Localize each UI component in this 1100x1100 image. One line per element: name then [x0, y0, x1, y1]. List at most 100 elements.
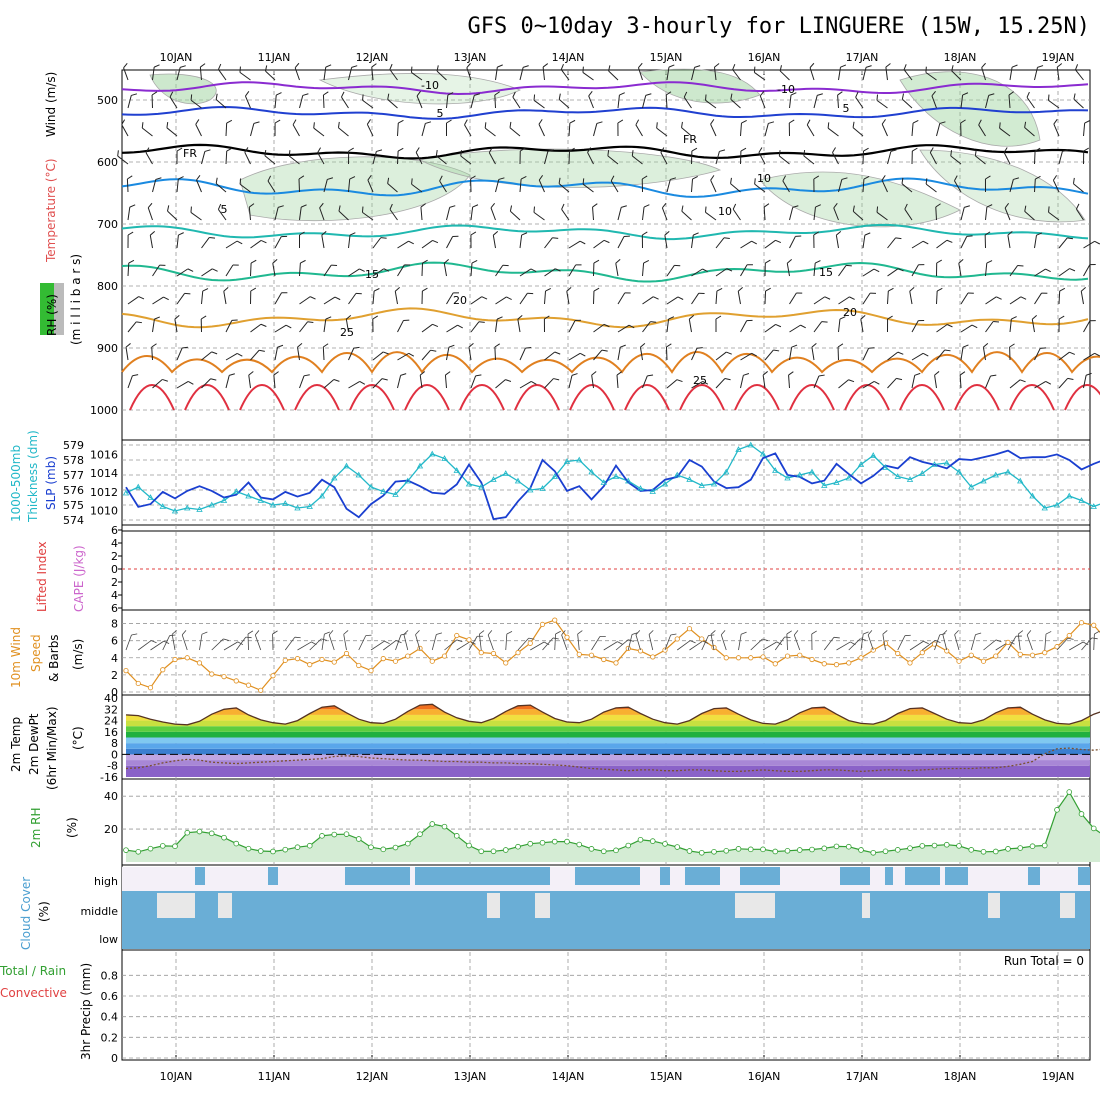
wind-barb-shaft: [568, 264, 577, 277]
wind-barb: [397, 264, 411, 277]
wind-barb: [127, 231, 134, 249]
wind-barb-flag: [818, 374, 825, 377]
isotherm-label: 15: [365, 268, 379, 281]
wind-barb: [195, 119, 202, 137]
wind-barb-flag: [554, 351, 561, 355]
ylabel-10m-wind: 10m Wind: [9, 627, 23, 688]
wind-barb-flag: [990, 374, 997, 377]
wind-barb-flag: [317, 147, 321, 153]
temp-tick: -8: [107, 760, 118, 773]
isotherm-label: 25: [340, 326, 354, 339]
wind-barb-shaft: [215, 183, 227, 193]
rh2m-point: [147, 845, 154, 852]
wind10m-barb-shaft: [1093, 633, 1095, 651]
wind-barb: [1075, 64, 1084, 81]
rh2m-point: [992, 848, 999, 855]
wind-barb-shaft: [978, 124, 986, 137]
wind-barb: [637, 62, 643, 81]
wind-barb: [264, 149, 276, 165]
wind-barb-flag: [962, 92, 969, 96]
wind-barb-shaft: [887, 378, 897, 389]
thickness-point: [502, 470, 509, 476]
wind-barb: [981, 62, 986, 81]
wind10m-barb-shaft: [309, 638, 322, 651]
wind-barb: [1058, 351, 1075, 361]
wind-barb-flag: [215, 93, 218, 100]
wind-barb: [710, 119, 717, 137]
rh2m-point: [1054, 807, 1060, 813]
wind-barb: [1056, 63, 1063, 81]
wind10m-barb: [1017, 630, 1024, 651]
wind-barb-flag: [558, 93, 561, 100]
wind-barb: [239, 66, 251, 81]
wind-barb-shaft: [1058, 268, 1070, 277]
wind-barb: [538, 175, 545, 193]
wind-barb: [960, 324, 978, 333]
wind-barb-shaft: [615, 263, 619, 277]
wind-barb: [470, 321, 485, 333]
wind-barb-shaft: [1009, 319, 1012, 333]
wind10m-barb-shaft: [922, 640, 936, 651]
ylabel-minmax: (6hr Min/Max): [45, 707, 59, 791]
wind-barb-flag: [244, 147, 249, 153]
wind10m-barb-flag: [543, 641, 550, 646]
wind-barb: [936, 287, 943, 305]
wind-barb-shaft: [199, 67, 202, 81]
wind10m-barb: [1007, 635, 1022, 651]
wind-barb-shaft: [225, 240, 238, 249]
wind10m-point: [748, 655, 754, 661]
wind-barb: [519, 176, 527, 193]
wind-barb-shaft: [299, 321, 308, 333]
wind-barb-shaft: [789, 236, 796, 249]
wind10m-barb-shaft: [664, 634, 672, 651]
wind-barb-shaft: [582, 183, 594, 193]
wind-barb-shaft: [813, 321, 823, 333]
wind-barb-flag: [492, 231, 499, 236]
wind-barb-shaft: [274, 347, 278, 361]
wind10m-barb: [897, 634, 911, 651]
temp-band: [126, 714, 1090, 721]
wind10m-barb-flag: [648, 630, 654, 635]
wind-barb: [319, 202, 325, 221]
wind-barb: [862, 232, 871, 249]
wind10m-point: [282, 657, 288, 663]
wind-barb-flag: [887, 315, 893, 320]
wind-barb-flag: [163, 296, 169, 301]
wind10m-barb-flag: [555, 630, 561, 635]
wind-barb: [984, 175, 991, 193]
wind-barb-flag: [253, 121, 260, 124]
wind-barb-shaft: [789, 324, 801, 333]
wind-barb: [416, 91, 423, 109]
bottom-day-label: 19JAN: [1042, 1070, 1075, 1083]
wind-barb-shaft: [1083, 240, 1095, 249]
wind-barb-shaft: [740, 240, 752, 249]
wind-barb-flag: [155, 177, 162, 180]
wind-barb-flag: [751, 240, 757, 245]
wind-barb-shaft: [617, 324, 630, 333]
wind-barb-flag: [123, 62, 128, 69]
wind10m-barb-shaft: [125, 634, 132, 651]
wind-barb: [887, 377, 903, 389]
upper-ylabels: RH (%) Temperature (°C) Wind (m/s) (m i …: [40, 72, 83, 345]
wind10m-barb-flag: [784, 636, 791, 638]
thickness-point: [943, 459, 950, 466]
wind-barb-shaft: [299, 207, 302, 221]
wind-barb-flag: [264, 65, 268, 72]
wind-barb-flag: [348, 147, 354, 152]
wind-barb-shaft: [862, 380, 875, 389]
wind10m-barb-shaft: [1017, 634, 1021, 651]
wind-barb-flag: [400, 373, 407, 376]
rh2m-point: [968, 847, 975, 853]
wind-barb-shaft: [642, 263, 645, 277]
wind-barb-shaft: [470, 207, 474, 221]
wind-barb-flag: [533, 206, 535, 213]
wind-barb: [1052, 175, 1060, 193]
wind-barb: [1007, 231, 1013, 249]
wind-barb-flag: [873, 380, 880, 385]
wind-barb-shaft: [887, 151, 892, 165]
thickness-point: [784, 474, 791, 481]
wind-barb-flag: [178, 232, 184, 236]
wind-barb: [936, 259, 943, 277]
wind-barb: [446, 292, 459, 305]
wind-barb-shaft: [1026, 97, 1035, 109]
